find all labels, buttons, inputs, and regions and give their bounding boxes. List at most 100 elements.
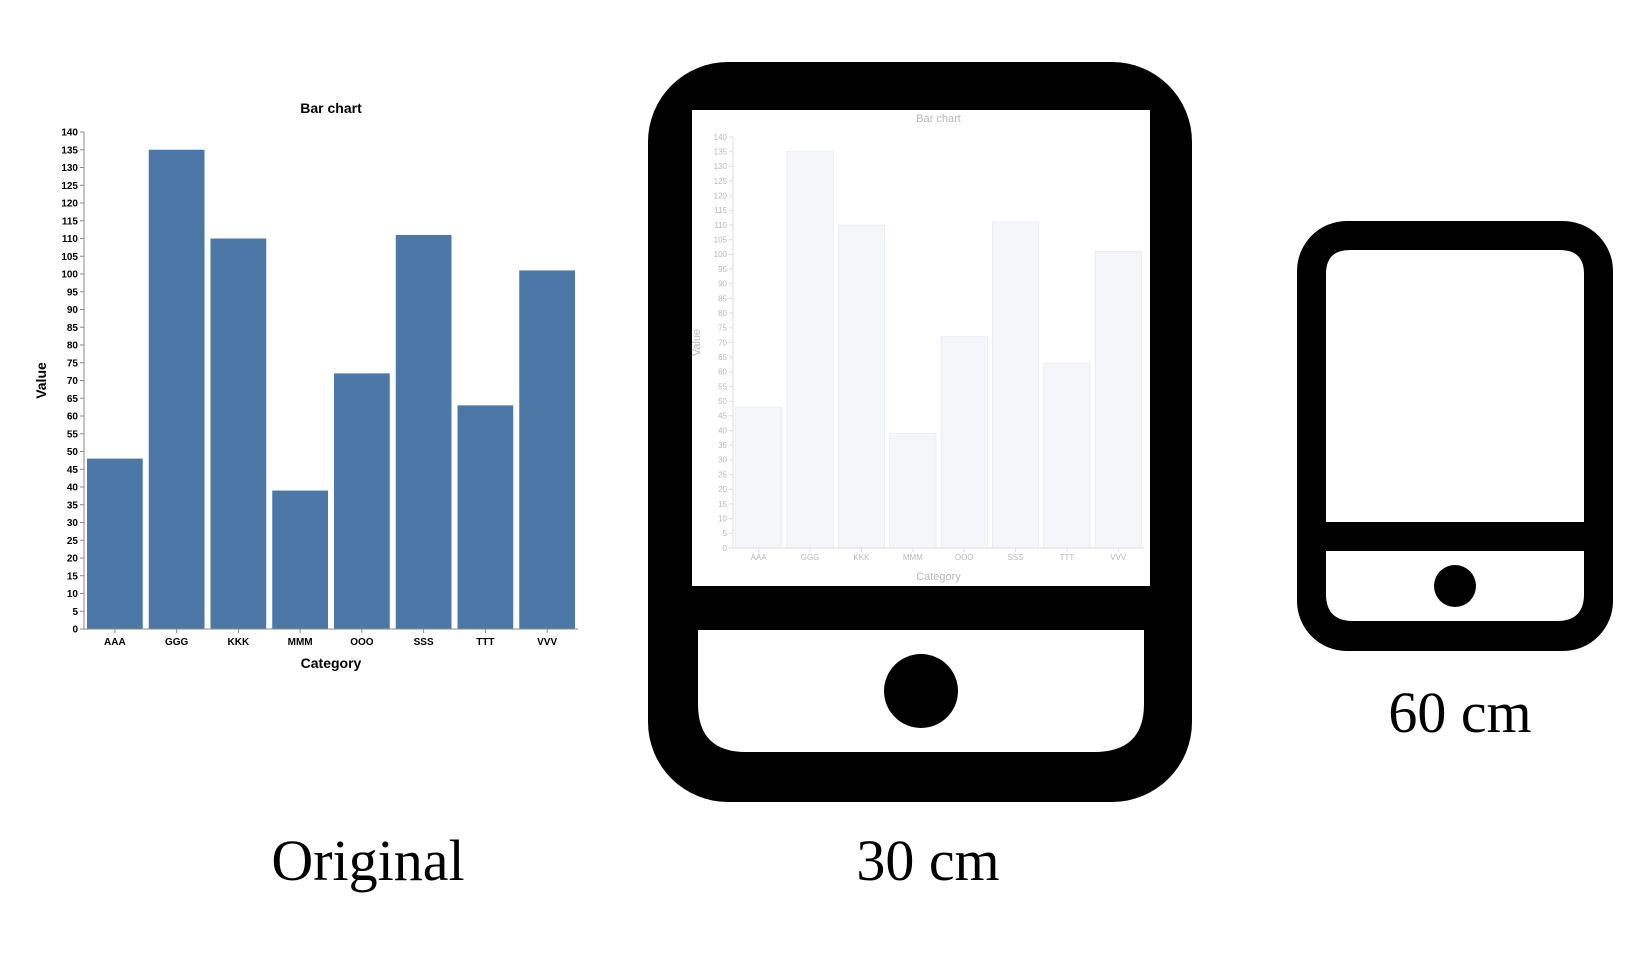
tablet-y-tick-label: 140 [714,133,728,142]
tablet-y-tick-label: 40 [718,426,727,435]
tablet-bar-ooo [940,336,988,549]
tablet-y-tick-label: 135 [714,147,728,156]
original-bar-ttt [457,405,514,629]
original-y-tick-label: 40 [67,483,79,494]
tablet-y-axis-label: Value [691,329,703,356]
tablet-y-tick-label: 105 [714,236,728,245]
original-y-tick-label: 65 [67,394,79,405]
tablet-bar-mmm [889,433,937,549]
caption-tablet: 30 cm [856,828,999,893]
original-y-tick-label: 30 [67,518,79,529]
tablet-x-tick-label-ttt: TTT [1060,553,1075,562]
original-x-tick-label-ooo: OOO [350,637,374,648]
tablet-x-tick-label-aaa: AAA [751,553,768,562]
original-bar-vvv [519,270,575,629]
original-y-tick-label: 50 [67,447,79,458]
tablet-y-tick-label: 25 [718,470,727,479]
original-y-tick-label: 80 [67,341,79,352]
original-y-tick-label: 10 [67,589,79,600]
original-y-tick-label: 75 [67,358,79,369]
original-y-tick-label: 125 [61,181,78,192]
original-y-tick-label: 100 [61,270,78,281]
tablet-y-tick-label: 110 [714,221,727,230]
tablet-y-tick-label: 115 [714,206,727,215]
tablet-y-tick-label: 35 [718,441,727,450]
tablet-bar-kkk [837,224,885,549]
tablet-faded-bar-chart: Bar chart 0 5 10 15 20 25 30 35 40 45 50 55 60 65 70 75 8… [691,113,1144,583]
original-y-tick-label: 130 [61,163,78,174]
tablet-y-tick-label: 30 [718,456,727,465]
original-y-tick-label: 85 [67,323,79,334]
caption-original: Original [271,828,464,893]
original-x-tick-label-mmm: MMM [288,637,313,648]
original-chart-title: Bar chart [300,100,362,116]
original-x-tick-label-aaa: AAA [104,637,126,648]
original-x-tick-label-sss: SSS [414,637,434,648]
caption-phone: 60 cm [1388,680,1531,745]
tablet-x-axis-label: Category [916,571,961,583]
tablet-y-tick-label: 65 [718,353,727,362]
phone-screen [1326,250,1584,522]
tablet-x-tick-label-mmm: MMM [903,553,923,562]
tablet-bar-ggg [786,151,834,549]
original-y-tick-label: 110 [62,234,79,245]
tablet-y-tick-label: 85 [718,294,727,303]
tablet-y-tick-label: 95 [718,265,727,274]
tablet-y-tick-label: 10 [718,514,727,523]
tablet-device-icon [648,62,1192,802]
original-bar-ggg [148,149,205,629]
original-bar-mmm [272,490,328,629]
original-bar-ooo [334,373,390,629]
tablet-y-tick-label: 45 [718,412,727,421]
tablet-y-tick-label: 15 [718,500,727,509]
tablet-chart-title: Bar chart [916,113,961,125]
tablet-y-tick-label: 125 [714,177,728,186]
original-y-tick-label: 140 [61,128,78,139]
tablet-y-tick-label: 60 [718,368,727,377]
original-y-tick-label: 20 [67,554,79,565]
original-y-tick-label: 115 [62,216,79,227]
tablet-x-tick-label-kkk: KKK [853,553,870,562]
tablet-y-tick-label: 120 [714,192,728,201]
original-bar-kkk [210,238,267,629]
original-y-tick-label: 15 [67,571,79,582]
original-y-tick-label: 90 [67,305,79,316]
original-y-tick-label: 60 [67,412,79,423]
tablet-y-tick-label: 90 [718,280,727,289]
tablet-bar-ttt [1043,362,1091,549]
tablet-x-tick-label-ggg: GGG [801,553,820,562]
original-y-tick-label: 45 [67,465,79,476]
original-y-tick-label: 25 [67,536,79,547]
original-bar-chart: Bar chart 0 5 10 15 20 25 30 35 40 45 50 55 60 65 70 75 8… [33,100,578,671]
original-x-tick-label-ttt: TTT [476,637,494,648]
original-y-tick-label: 135 [61,145,78,156]
original-bar-aaa [87,458,143,629]
original-x-axis-label: Category [301,655,362,671]
original-y-tick-label: 5 [72,607,78,618]
original-y-tick-label: 0 [72,625,78,636]
tablet-y-tick-label: 130 [714,162,728,171]
tablet-y-tick-label: 5 [723,529,728,538]
tablet-y-tick-label: 75 [718,324,727,333]
phone-home-button-icon [1434,565,1476,607]
original-y-tick-label: 55 [67,429,79,440]
tablet-y-tick-label: 70 [718,338,727,347]
tablet-y-tick-label: 80 [718,309,727,318]
original-y-tick-label: 95 [67,287,79,298]
tablet-y-tick-label: 100 [714,250,728,259]
tablet-y-tick-label: 50 [718,397,727,406]
original-y-tick-label: 120 [61,199,78,210]
tablet-y-tick-label: 55 [718,382,727,391]
tablet-x-tick-label-ooo: OOO [955,553,974,562]
original-y-axis-label: Value [33,362,49,399]
original-y-tick-label: 105 [61,252,78,263]
tablet-y-tick-label: 20 [718,485,727,494]
tablet-x-tick-label-vvv: VVV [1110,553,1127,562]
tablet-x-tick-label-sss: SSS [1008,553,1024,562]
tablet-y-tick-label: 0 [723,544,728,553]
tablet-bar-aaa [735,406,783,549]
original-y-tick-label: 35 [67,500,79,511]
original-x-tick-label-vvv: VVV [537,637,557,648]
phone-device-icon [1297,221,1613,651]
